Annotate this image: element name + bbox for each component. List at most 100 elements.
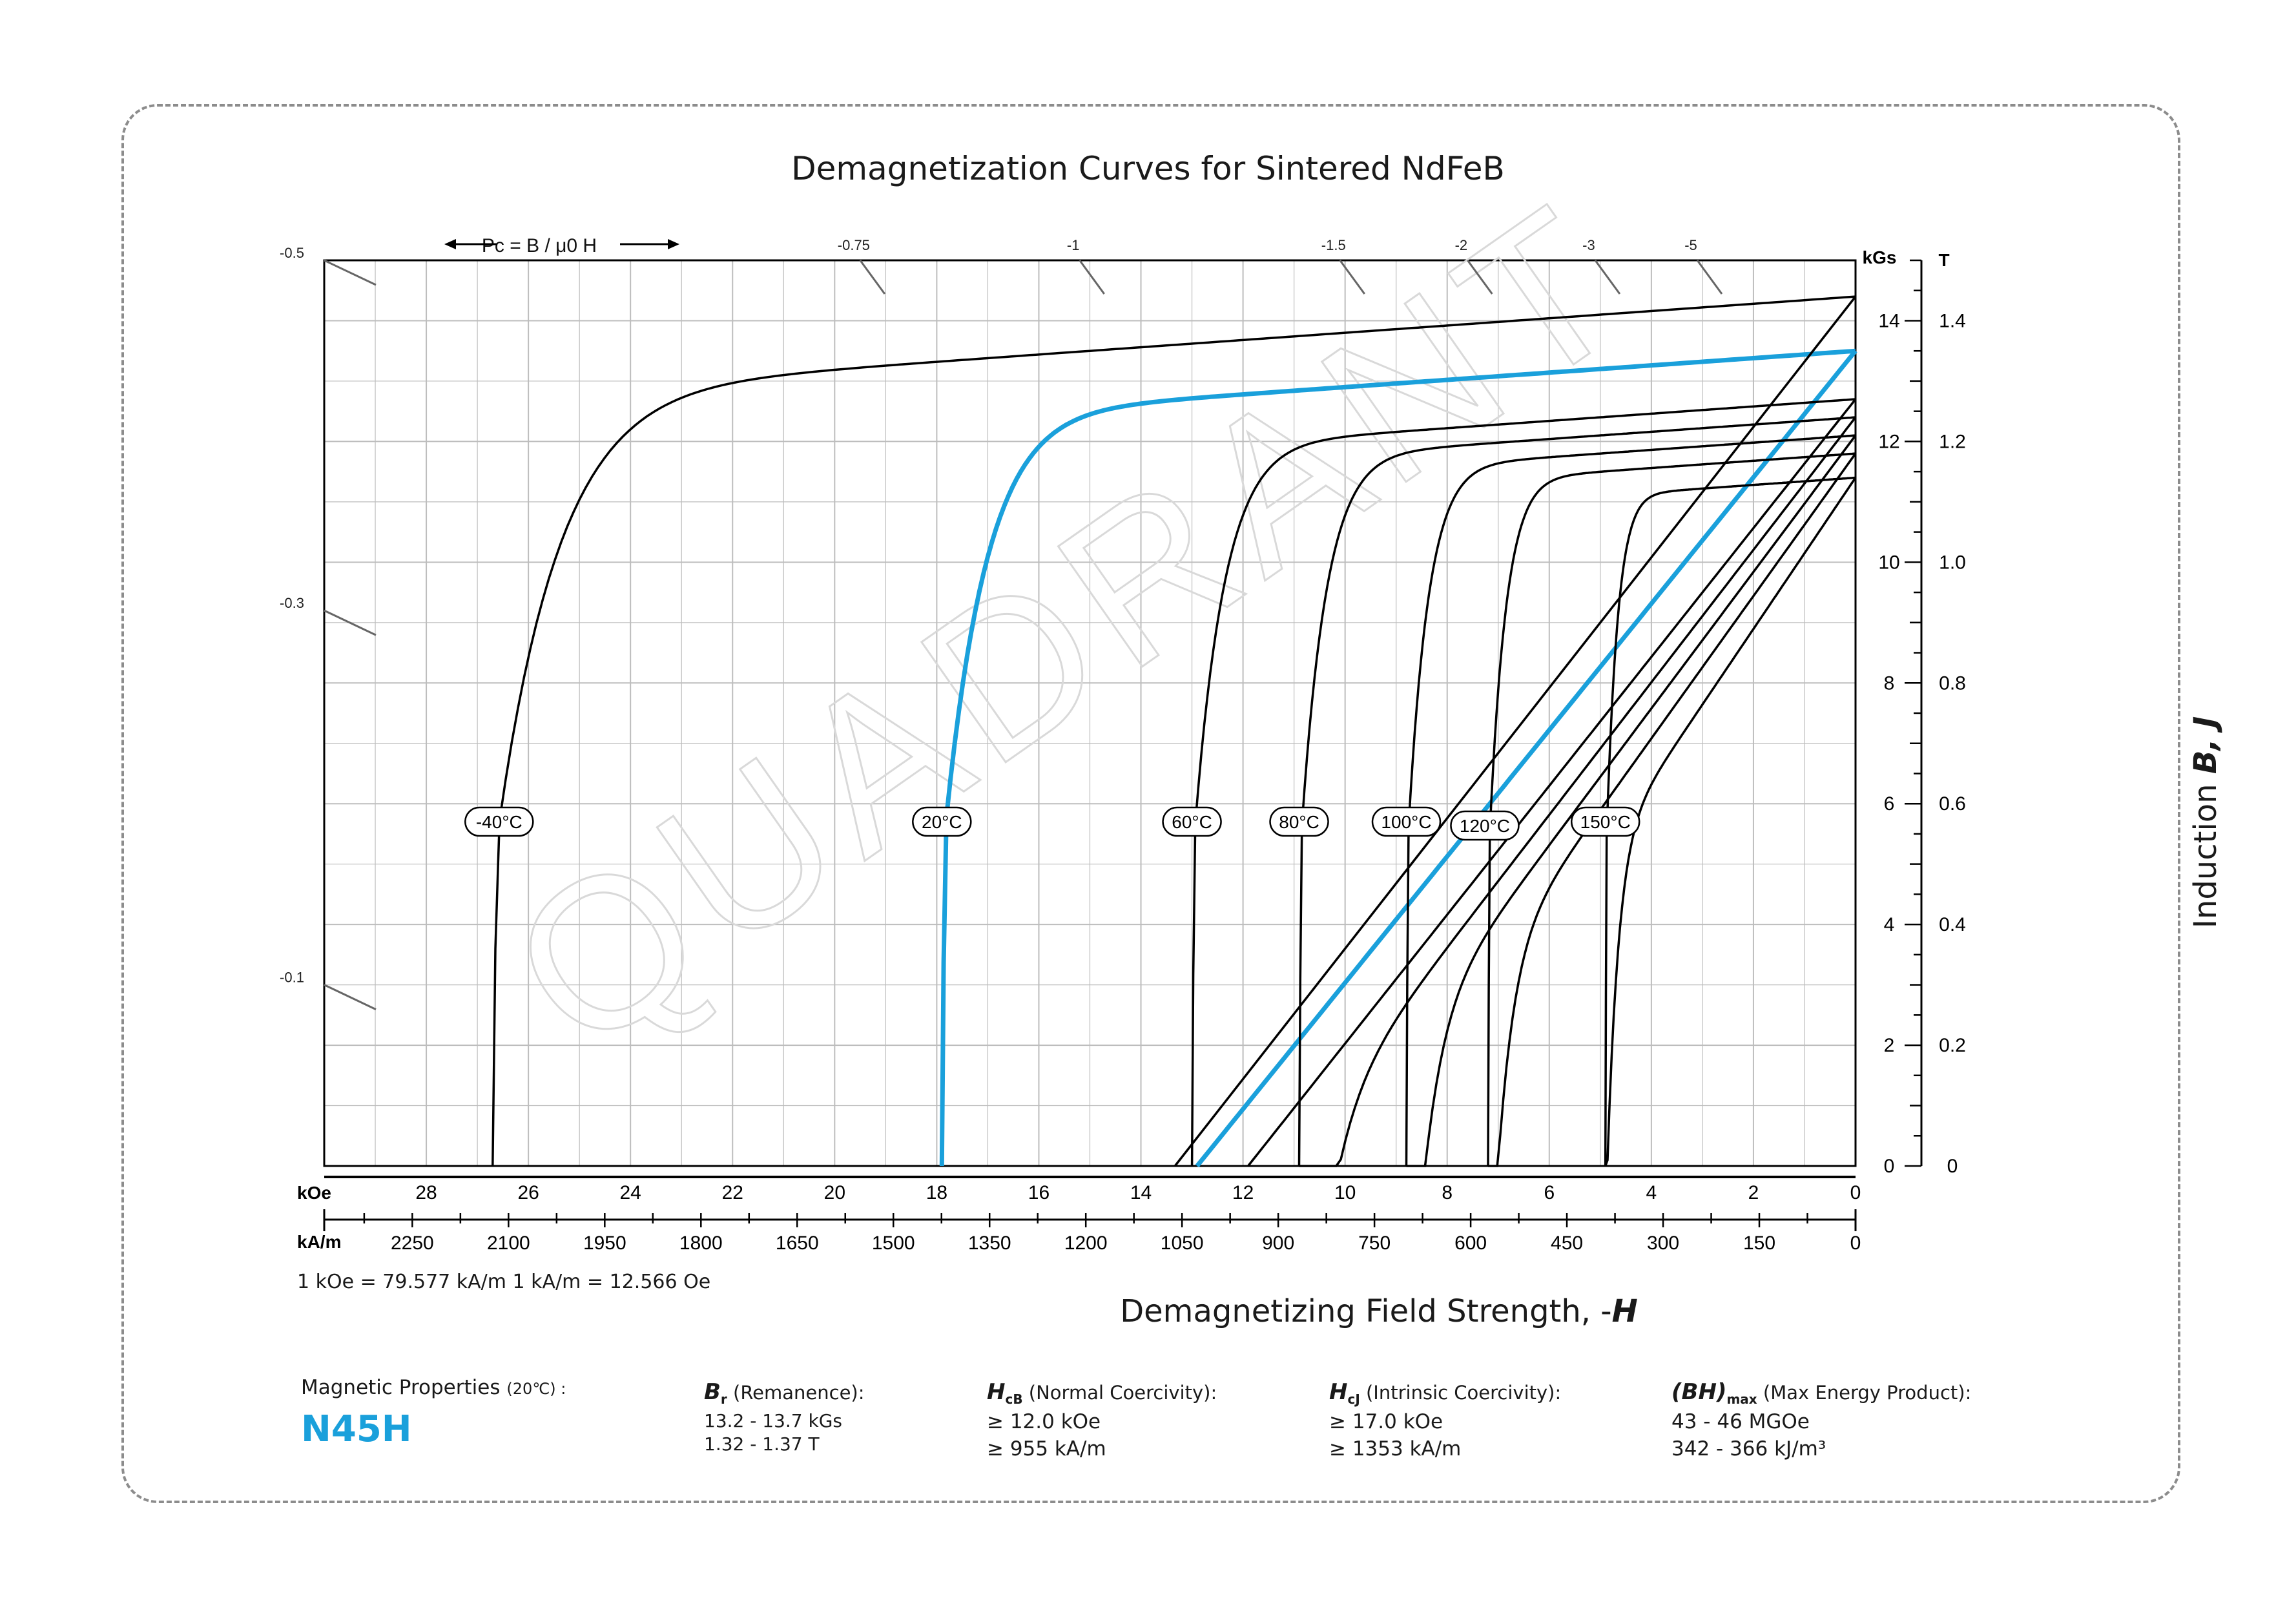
x-tick-kam: 1200 xyxy=(1064,1233,1108,1254)
series-label-text: 60°C xyxy=(1172,812,1212,832)
x-tick-kam: 1950 xyxy=(583,1233,626,1254)
y-tick-kgs: 6 xyxy=(1884,793,1895,815)
y-tick-kgs: 4 xyxy=(1884,914,1895,935)
hcj-value-1: ≥ 17.0 kOe xyxy=(1329,1410,1443,1433)
y-tick-kgs: 2 xyxy=(1884,1035,1895,1056)
bh-value-1: 43 - 46 MGOe xyxy=(1671,1410,1810,1433)
series-label-pill xyxy=(464,806,534,837)
hcj-symbol: H xyxy=(1329,1379,1348,1405)
properties-label: Magnetic Properties (20℃) : xyxy=(301,1376,566,1399)
j-curve-3 xyxy=(1298,416,1856,1167)
x-tick-koe: 0 xyxy=(1850,1182,1861,1203)
series-label-4: 100°C xyxy=(1371,806,1442,837)
x-tick-kam: 0 xyxy=(1850,1233,1861,1254)
x-tick-koe: 10 xyxy=(1334,1182,1356,1203)
x-axis-title-var: H xyxy=(1611,1293,1638,1329)
y-tick-t: 1.2 xyxy=(1939,431,1966,452)
x-tick-kam: 2250 xyxy=(391,1233,434,1254)
properties-label-temp: (20℃) : xyxy=(506,1380,566,1398)
pc-tick xyxy=(1467,260,1493,295)
pc-tick-label: -3 xyxy=(1582,237,1595,253)
series-label-pill xyxy=(1269,806,1329,837)
series-label-pill xyxy=(1570,806,1640,837)
x-tick-kam: 1350 xyxy=(968,1233,1011,1254)
pc-tick-label: -2 xyxy=(1455,237,1468,253)
pc-arrowhead-right xyxy=(668,239,679,249)
x-tick-kam: 1800 xyxy=(679,1233,723,1254)
pc-tick-label: -0.5 xyxy=(280,245,304,261)
pc-arrowhead-left xyxy=(444,239,456,249)
j-curve-0 xyxy=(491,295,1856,1167)
x-tick-koe: 12 xyxy=(1232,1182,1254,1203)
y-axis-kgs-label: kGs xyxy=(1863,247,1897,267)
x-tick-kam: 300 xyxy=(1647,1233,1679,1254)
br-heading: Br (Remanence): xyxy=(704,1379,865,1407)
j-curve-1 xyxy=(939,348,1856,1167)
x-axis-title: Demagnetizing Field Strength, -H xyxy=(0,1293,2296,1329)
bh-heading: (BH)max (Max Energy Product): xyxy=(1671,1379,1971,1407)
x-tick-kam: 750 xyxy=(1358,1233,1391,1254)
b-curve-4 xyxy=(1406,435,1857,1167)
series-label-1: 20°C xyxy=(912,806,972,837)
series-label-pill xyxy=(1371,806,1442,837)
x-axis-kam-label: kA/m xyxy=(297,1232,341,1252)
pc-formula-label: Pc = B / μ0 H xyxy=(482,235,597,256)
x-tick-koe: 18 xyxy=(926,1182,947,1203)
pc-tick-label: -1 xyxy=(1067,237,1080,253)
series-label-pill xyxy=(1162,806,1222,837)
y-tick-kgs: 12 xyxy=(1878,431,1899,452)
series-label-text: 150°C xyxy=(1580,812,1631,832)
unit-conversion: 1 kOe = 79.577 kA/m 1 kA/m = 12.566 Oe xyxy=(297,1271,711,1293)
j-curve-2 xyxy=(1190,398,1856,1167)
br-value-1: 13.2 - 13.7 kGs xyxy=(704,1410,842,1431)
bh-desc: (Max Energy Product): xyxy=(1763,1382,1972,1404)
hcb-symbol: H xyxy=(987,1379,1006,1405)
x-tick-koe: 22 xyxy=(722,1182,743,1203)
br-value-2: 1.32 - 1.37 T xyxy=(704,1433,820,1455)
pc-tick xyxy=(1696,260,1723,295)
y-tick-t: 0.2 xyxy=(1939,1035,1966,1056)
watermark-text: QUADRANT xyxy=(471,156,1672,1096)
j-curve-5 xyxy=(1487,452,1856,1167)
pc-lines: -0.5 -0.3 -0.1 -0.75 -1 -1.5 -2 -3 -5 Pc = B / μ0… xyxy=(280,235,1723,1010)
x-tick-koe: 14 xyxy=(1130,1182,1152,1203)
x-tick-kam: 450 xyxy=(1551,1233,1583,1254)
x-axis-koe-label: kOe xyxy=(297,1183,331,1203)
pc-tick-label: -0.1 xyxy=(280,970,304,986)
series-labels: -40°C 20°C 60°C 80°C 100°C 120°C 150°C xyxy=(464,806,1640,841)
grade-name: N45H xyxy=(301,1408,412,1450)
plot-frame xyxy=(323,259,1857,1167)
hcb-desc: (Normal Coercivity): xyxy=(1028,1382,1217,1404)
series-label-text: -40°C xyxy=(476,812,522,832)
series-label-text: 100°C xyxy=(1381,812,1431,832)
hcj-heading: HcJ (Intrinsic Coercivity): xyxy=(1329,1379,1561,1407)
pc-tick xyxy=(1594,260,1621,295)
x-tick-koe: 8 xyxy=(1442,1182,1453,1203)
b-curve-1 xyxy=(1195,349,1857,1168)
pc-tick xyxy=(324,609,377,636)
x-tick-kam: 1500 xyxy=(872,1233,915,1254)
properties-label-text: Magnetic Properties xyxy=(301,1376,501,1399)
series-label-text: 120°C xyxy=(1460,816,1510,836)
pc-tick-label: -0.3 xyxy=(280,595,304,611)
series-label-pill xyxy=(912,806,972,837)
x-tick-koe: 28 xyxy=(415,1182,437,1203)
pc-tick xyxy=(324,259,377,286)
x-tick-koe: 6 xyxy=(1544,1182,1555,1203)
x-tick-kam: 1650 xyxy=(776,1233,819,1254)
y-axis-t-label: T xyxy=(1938,250,1949,270)
y-axis-title-vars: B, J xyxy=(2187,716,2224,775)
hcj-sub: cJ xyxy=(1347,1391,1360,1407)
x-tick-koe: 16 xyxy=(1028,1182,1050,1203)
grid xyxy=(323,259,1857,1167)
b-curve-3 xyxy=(1299,416,1857,1167)
hcj-value-2: ≥ 1353 kA/m xyxy=(1329,1437,1462,1461)
x-tick-koe: 24 xyxy=(620,1182,641,1203)
br-symbol: B xyxy=(704,1379,721,1405)
y-tick-t: 0.8 xyxy=(1939,672,1966,694)
series-label-0: -40°C xyxy=(464,806,534,837)
y-tick-t: 0 xyxy=(1947,1156,1958,1177)
pc-tick-label: -1.5 xyxy=(1321,237,1346,253)
x-axis-title-prefix: Demagnetizing Field Strength, - xyxy=(1120,1293,1612,1329)
